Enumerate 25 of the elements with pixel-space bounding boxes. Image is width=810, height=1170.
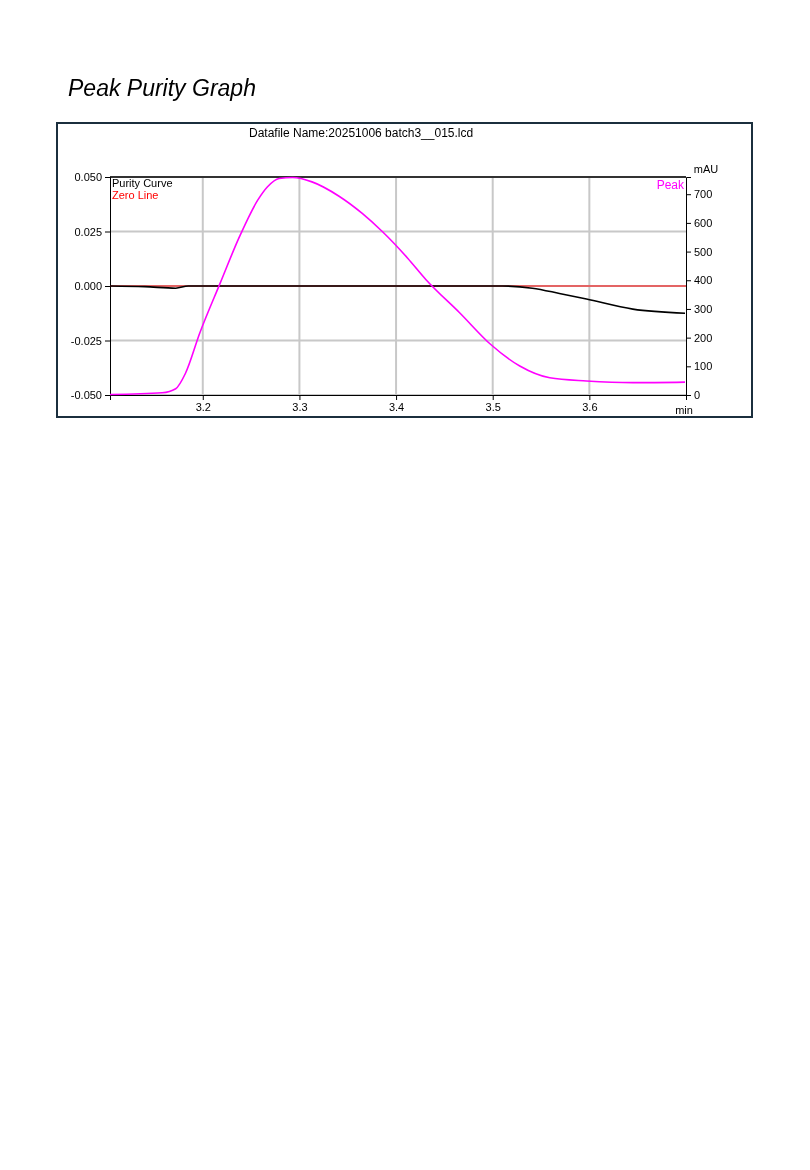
y-tick-label: 0.000	[74, 280, 102, 293]
y2-tick-label: 700	[694, 188, 713, 201]
chart-title: Peak Purity Graph	[68, 75, 256, 101]
y2-axis-title: mAU	[693, 163, 719, 175]
y2-tick-label: 400	[694, 274, 713, 287]
x-tick-label: 3.4	[388, 400, 405, 413]
text: Datafile Name:20251006 batch3__015.lcd	[249, 126, 474, 140]
y2-tick-label: 500	[694, 245, 713, 258]
y2-tick-label: 0	[694, 389, 701, 402]
y2-tick-label: 100	[694, 360, 713, 373]
y-tick-label: 0.050	[74, 171, 102, 184]
ref-line-label: Zero Line	[112, 189, 159, 201]
x-tick-label: 3.3	[292, 400, 308, 413]
y-tick-label: -0.025	[70, 334, 102, 347]
x-tick-label: 3.2	[195, 400, 211, 413]
x-axis-title: min	[675, 404, 693, 416]
y2-tick-label: 600	[694, 216, 713, 229]
y2-tick-label: 300	[694, 302, 713, 315]
y2-tick-label: 200	[694, 331, 713, 344]
x-tick-label: 3.6	[582, 400, 598, 413]
y-tick-label: 0.025	[74, 225, 102, 238]
y-tick-label: -0.050	[70, 389, 102, 402]
text: Peak	[656, 178, 685, 192]
text: Purity Curve	[112, 177, 173, 189]
x-tick-label: 3.5	[485, 400, 501, 413]
